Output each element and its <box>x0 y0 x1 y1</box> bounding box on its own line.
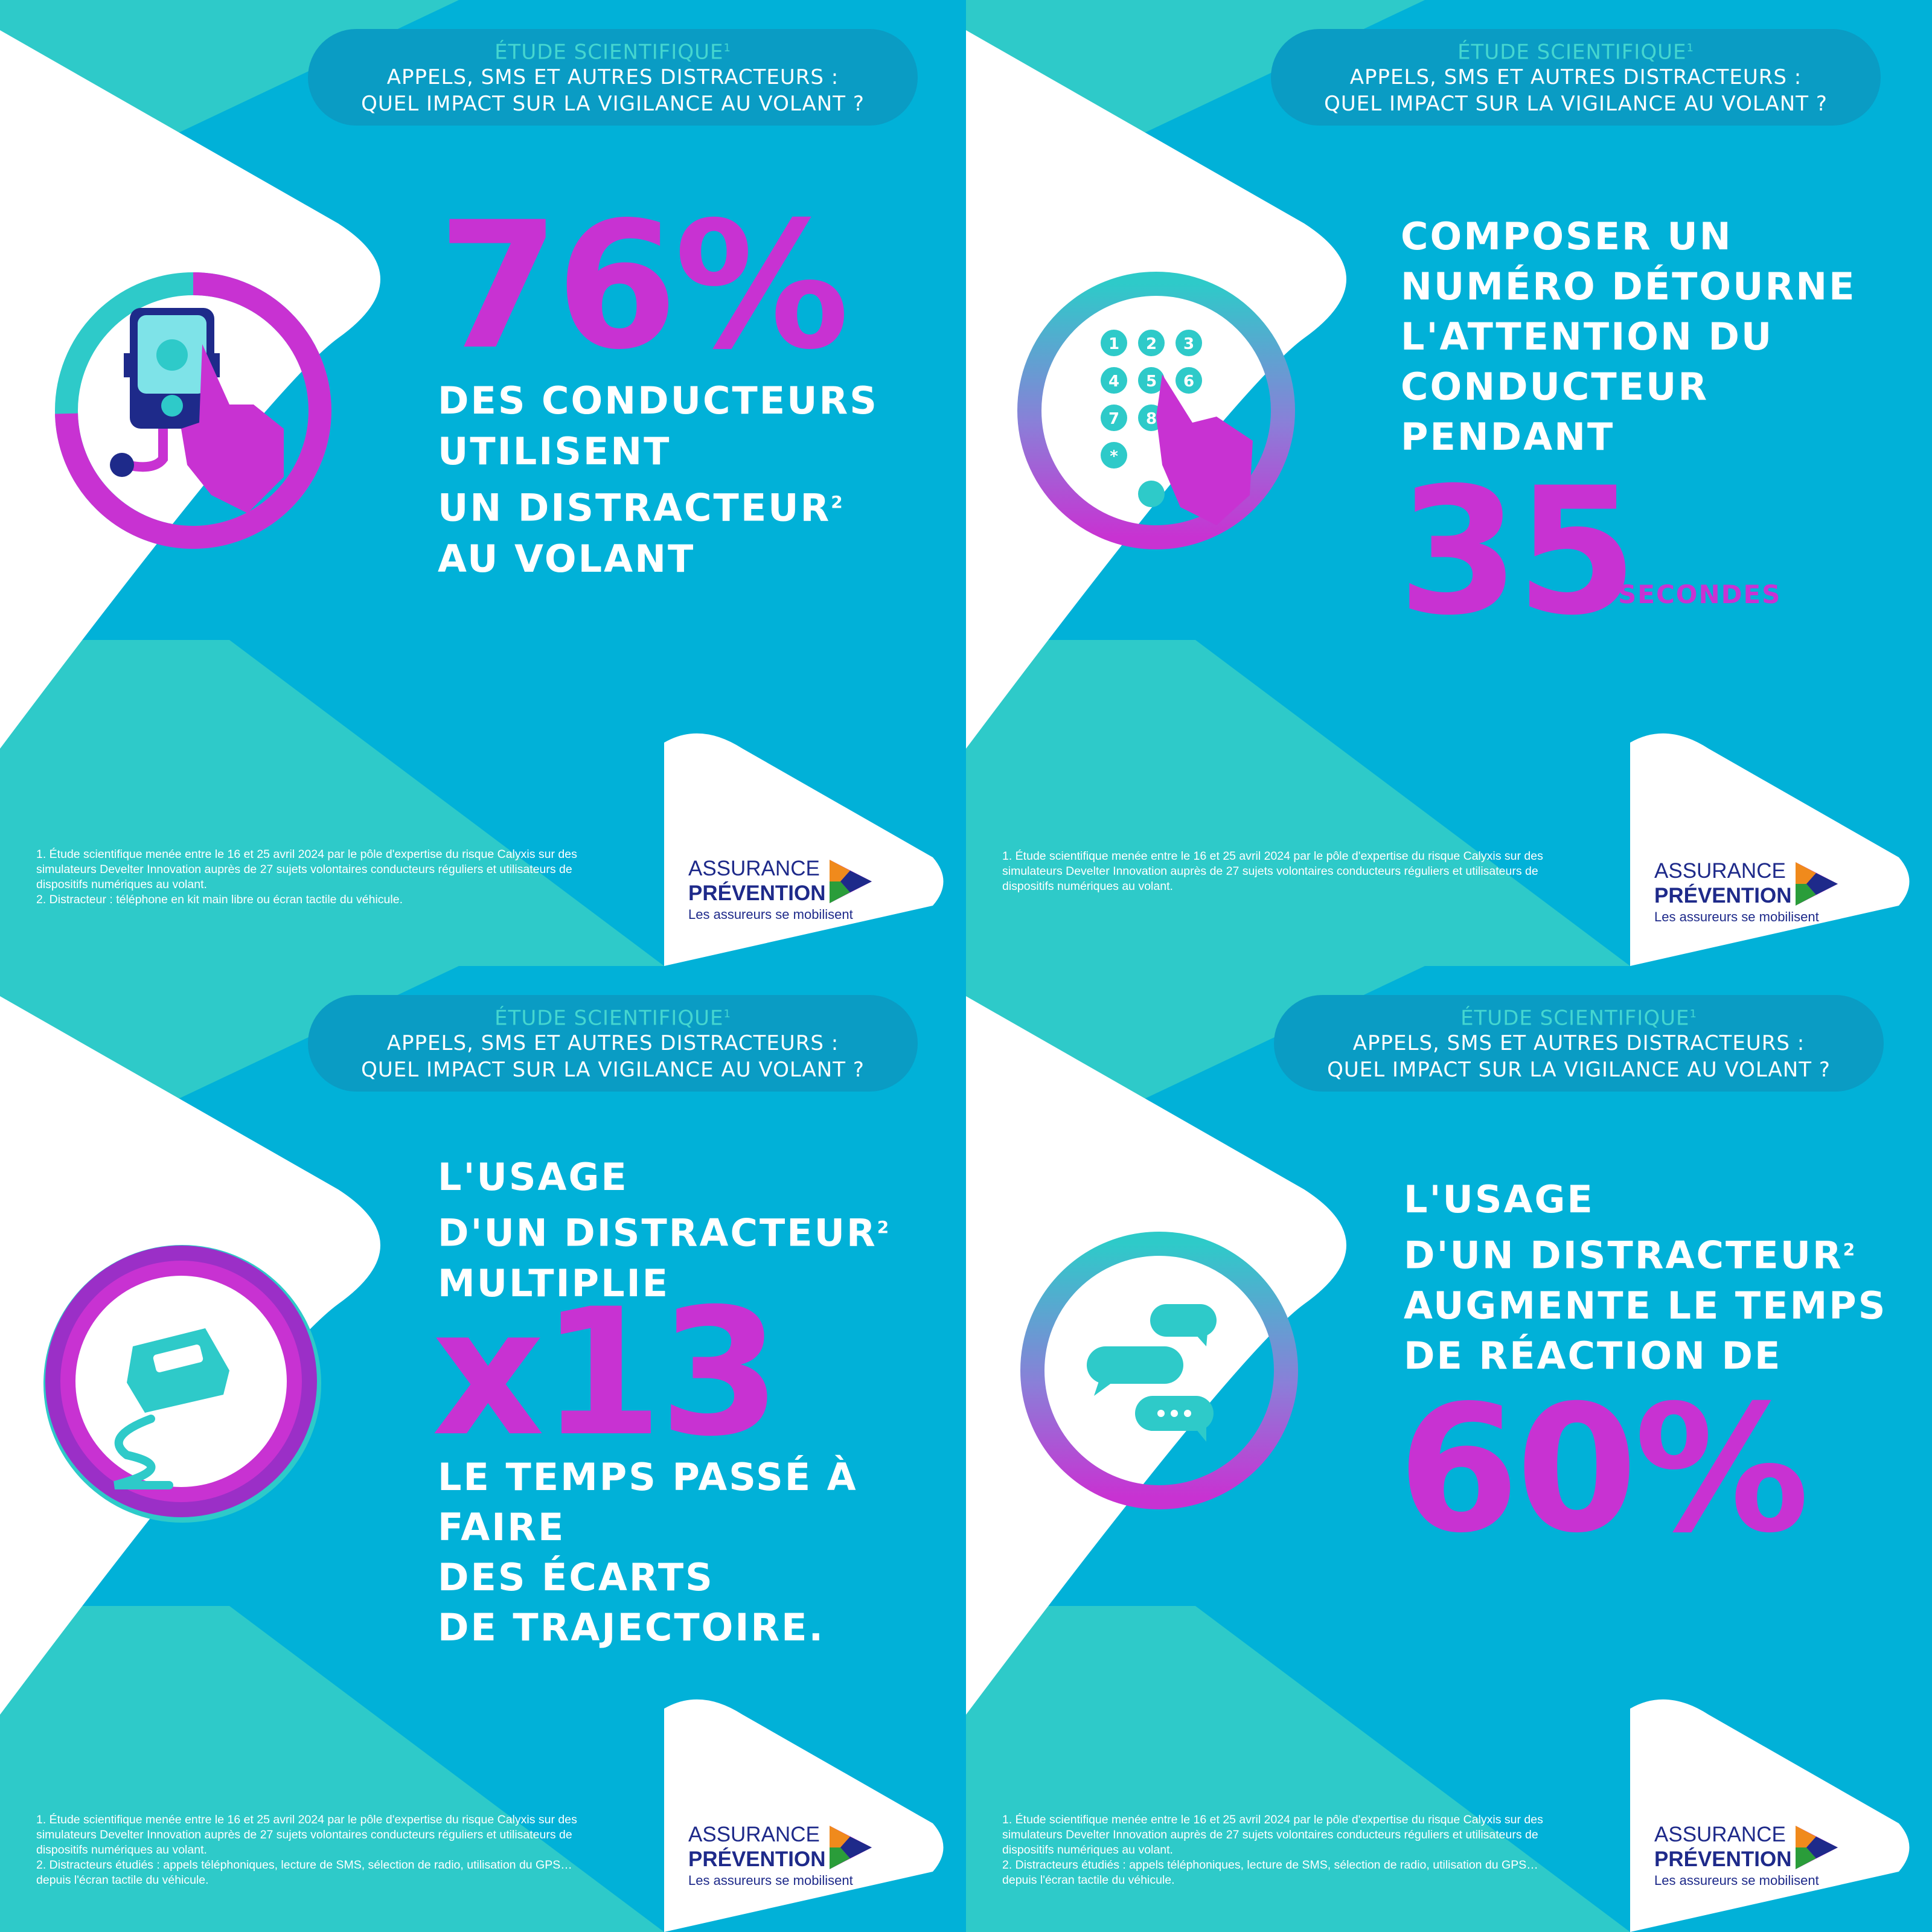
panel-background <box>966 0 1932 966</box>
svg-text:6: 6 <box>1183 373 1194 391</box>
stat-description: DES CONDUCTEURS UTILISENT UN DISTRACTEUR… <box>438 379 878 581</box>
footnotes: 1. Étude scientifique menée entre le 16 … <box>36 1813 577 1887</box>
study-label: ÉTUDE SCIENTIFIQUE1 <box>494 1006 731 1031</box>
panel-60-percent: ÉTUDE SCIENTIFIQUE1 APPELS, SMS ET AUTRE… <box>966 966 1932 1932</box>
assurance-prevention-logo: ASSURANCE PRÉVENTION Les assureurs se mo… <box>688 856 942 924</box>
stat-60-percent: 60% <box>1398 1368 1809 1572</box>
stat-unit-seconds: SECONDES <box>1618 580 1782 609</box>
logo-triangle-icon <box>1796 862 1838 906</box>
study-header: ÉTUDE SCIENTIFIQUE1 APPELS, SMS ET AUTRE… <box>1274 995 1884 1092</box>
stat-x13: x13 <box>432 1271 781 1475</box>
study-title-line1: APPELS, SMS ET AUTRES DISTRACTEURS : <box>386 1031 839 1056</box>
skidding-car-icon <box>43 1245 321 1523</box>
study-title-line2: QUEL IMPACT SUR LA VIGILANCE AU VOLANT ? <box>1324 92 1828 117</box>
keypad-hand-icon: 1 2 3 4 5 6 7 8 * <box>1017 272 1295 549</box>
panel-background <box>0 0 966 966</box>
svg-text:8: 8 <box>1146 410 1157 428</box>
footnotes: 1. Étude scientifique menée entre le 16 … <box>1002 1813 1543 1887</box>
svg-text:2: 2 <box>1146 335 1157 353</box>
svg-text:3: 3 <box>1183 335 1194 353</box>
stat-description: L'USAGE D'UN DISTRACTEUR2 AUGMENTE LE TE… <box>1404 1177 1887 1378</box>
svg-text:7: 7 <box>1108 410 1119 428</box>
svg-text:*: * <box>1110 447 1118 465</box>
study-title-line2: QUEL IMPACT SUR LA VIGILANCE AU VOLANT ? <box>1327 1058 1831 1083</box>
stat-76-percent: 76% <box>438 185 849 388</box>
chat-bubbles-icon <box>1020 1232 1298 1509</box>
assurance-prevention-logo: ASSURANCE PRÉVENTION Les assureurs se mo… <box>688 1822 942 1890</box>
logo-triangle-icon <box>1796 1826 1838 1869</box>
stat-description: COMPOSER UN NUMÉRO DÉTOURNE L'ATTENTION … <box>1401 214 1857 459</box>
footnotes: 1. Étude scientifique menée entre le 16 … <box>36 848 577 906</box>
study-title-line2: QUEL IMPACT SUR LA VIGILANCE AU VOLANT ? <box>361 1058 865 1083</box>
study-label: ÉTUDE SCIENTIFIQUE1 <box>494 40 731 65</box>
panel-35-seconds: ÉTUDE SCIENTIFIQUE1 APPELS, SMS ET AUTRE… <box>966 0 1932 966</box>
footnotes: 1. Étude scientifique menée entre le 16 … <box>1002 849 1543 893</box>
stat-35: 35 <box>1398 450 1638 654</box>
logo-triangle-icon <box>830 1826 872 1869</box>
study-header: ÉTUDE SCIENTIFIQUE1 APPELS, SMS ET AUTRE… <box>308 29 918 126</box>
study-title-line1: APPELS, SMS ET AUTRES DISTRACTEURS : <box>1349 65 1802 90</box>
logo-triangle-icon <box>830 860 872 903</box>
assurance-prevention-logo: ASSURANCE PRÉVENTION Les assureurs se mo… <box>1654 1822 1908 1890</box>
study-header: ÉTUDE SCIENTIFIQUE1 APPELS, SMS ET AUTRE… <box>1271 29 1881 126</box>
svg-text:5: 5 <box>1146 373 1157 391</box>
study-header: ÉTUDE SCIENTIFIQUE1 APPELS, SMS ET AUTRE… <box>308 995 918 1092</box>
stat-description-top: L'USAGE D'UN DISTRACTEUR2 MULTIPLIE <box>438 1155 891 1305</box>
study-label: ÉTUDE SCIENTIFIQUE1 <box>1460 1006 1697 1031</box>
study-label: ÉTUDE SCIENTIFIQUE1 <box>1457 40 1694 65</box>
stat-description-bottom: LE TEMPS PASSÉ À FAIRE DES ÉCARTS DE TRA… <box>438 1455 858 1649</box>
panel-76-percent: ÉTUDE SCIENTIFIQUE1 APPELS, SMS ET AUTRE… <box>0 0 966 966</box>
svg-text:1: 1 <box>1108 335 1119 353</box>
svg-text:4: 4 <box>1108 373 1119 391</box>
study-title-line1: APPELS, SMS ET AUTRES DISTRACTEURS : <box>1352 1031 1805 1056</box>
study-title-line2: QUEL IMPACT SUR LA VIGILANCE AU VOLANT ? <box>361 92 865 117</box>
panel-background <box>966 966 1932 1932</box>
study-title-line1: APPELS, SMS ET AUTRES DISTRACTEURS : <box>386 65 839 90</box>
panel-x13: ÉTUDE SCIENTIFIQUE1 APPELS, SMS ET AUTRE… <box>0 966 966 1932</box>
assurance-prevention-logo: ASSURANCE PRÉVENTION Les assureurs se mo… <box>1654 859 1908 926</box>
phone-holder-hand-icon <box>55 272 331 549</box>
